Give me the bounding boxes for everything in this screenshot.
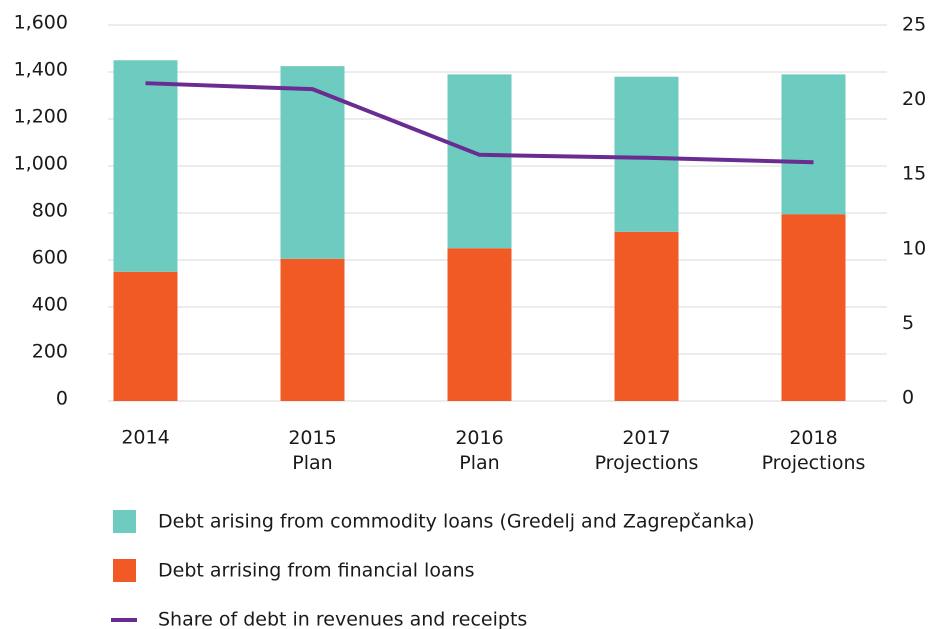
y2-tick-label: 10 bbox=[902, 237, 926, 259]
bar bbox=[113, 60, 178, 272]
bar bbox=[781, 214, 846, 401]
bar bbox=[280, 258, 345, 401]
legend-label: Debt arrising from financial loans bbox=[158, 560, 475, 582]
y-tick-label: 200 bbox=[32, 341, 68, 363]
x-tick-label: 2015 Plan bbox=[288, 427, 336, 474]
y-tick-label: 600 bbox=[32, 247, 68, 269]
bar bbox=[280, 66, 345, 259]
y2-tick-label: 0 bbox=[902, 387, 914, 409]
y2-tick-label: 20 bbox=[902, 88, 926, 110]
bar bbox=[614, 231, 679, 401]
bar bbox=[447, 74, 512, 249]
line bbox=[145, 81, 814, 165]
y-tick-label: 1,000 bbox=[14, 153, 68, 175]
bar bbox=[781, 74, 846, 215]
x-tick-label: 2014 bbox=[121, 427, 169, 449]
x-tick-label: 2017 Projections bbox=[595, 427, 699, 474]
bar bbox=[447, 248, 512, 401]
legend-label: Debt arising from commodity loans (Grede… bbox=[158, 511, 755, 533]
y2-tick-label: 5 bbox=[902, 312, 914, 334]
x-tick-label: 2016 Plan bbox=[455, 427, 503, 474]
legend-swatch bbox=[113, 559, 136, 582]
bar bbox=[113, 271, 178, 401]
y-tick-label: 1,400 bbox=[14, 59, 68, 81]
y2-tick-label: 25 bbox=[902, 14, 926, 36]
y-tick-label: 400 bbox=[32, 294, 68, 316]
legend-label: Share of debt in revenues and receipts bbox=[158, 609, 527, 629]
y-tick-label: 0 bbox=[56, 388, 68, 410]
y-tick-label: 1,600 bbox=[14, 12, 68, 34]
bar bbox=[614, 76, 679, 232]
y2-tick-label: 15 bbox=[902, 163, 926, 185]
legend-swatch bbox=[113, 510, 136, 533]
x-tick-label: 2018 Projections bbox=[762, 427, 866, 474]
y-tick-label: 1,200 bbox=[14, 106, 68, 128]
y-tick-label: 800 bbox=[32, 200, 68, 222]
